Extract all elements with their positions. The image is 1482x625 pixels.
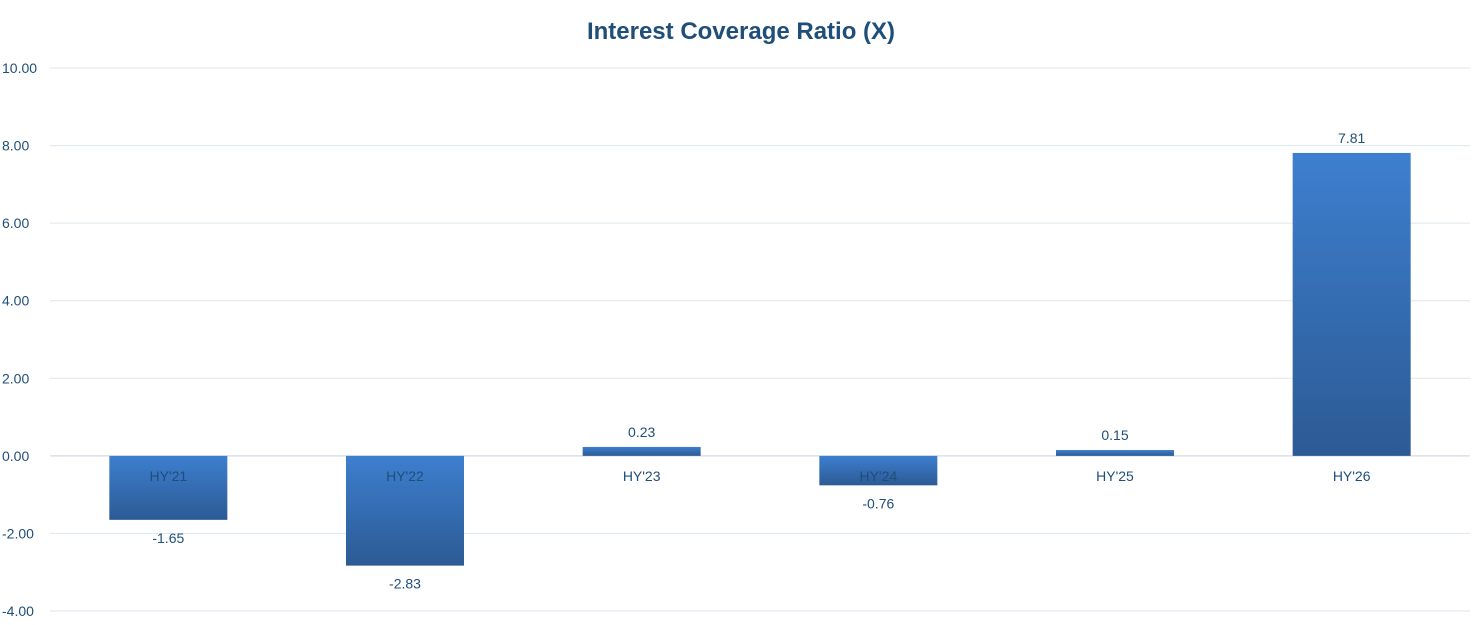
chart-title: Interest Coverage Ratio (X) bbox=[587, 18, 895, 45]
x-category-label: HY'26 bbox=[1333, 468, 1371, 484]
x-category-label: HY'21 bbox=[149, 468, 187, 484]
bar bbox=[109, 455, 228, 520]
labels: HY'21 -1.65 HY'22 -2.83 HY'23 0.23 HY'24 -0.76 H… bbox=[149, 130, 1370, 592]
x-category-label: HY'22 bbox=[386, 468, 424, 484]
data-label: 0.15 bbox=[1101, 427, 1128, 443]
data-label: 7.81 bbox=[1338, 130, 1365, 146]
data-label: 0.23 bbox=[628, 424, 655, 440]
y-tick-label: 2.00 bbox=[2, 370, 29, 386]
gridlines bbox=[50, 67, 1470, 612]
y-tick-label: 6.00 bbox=[2, 215, 29, 231]
y-tick-label: -4.00 bbox=[2, 603, 34, 619]
y-tick-label: 0.00 bbox=[2, 448, 29, 464]
bar bbox=[1292, 152, 1411, 456]
y-tick-label: 4.00 bbox=[2, 293, 29, 309]
bar bbox=[346, 455, 464, 566]
data-label: -2.83 bbox=[389, 576, 421, 592]
x-category-label: HY'24 bbox=[859, 468, 897, 484]
x-category-label: HY'23 bbox=[623, 468, 661, 484]
bar bbox=[582, 446, 701, 456]
bars bbox=[109, 152, 1411, 566]
y-tick-label: 10.00 bbox=[2, 60, 37, 76]
y-axis-tick-labels: 10.00 8.00 6.00 4.00 2.00 0.00 -2.00 -4.00 bbox=[2, 60, 37, 619]
data-label: -1.65 bbox=[152, 530, 184, 546]
x-category-label: HY'25 bbox=[1096, 468, 1134, 484]
y-tick-label: -2.00 bbox=[2, 525, 34, 541]
bar bbox=[1056, 450, 1174, 456]
bar bbox=[819, 455, 938, 486]
y-tick-label: 8.00 bbox=[2, 138, 29, 154]
data-label: -0.76 bbox=[862, 495, 894, 511]
